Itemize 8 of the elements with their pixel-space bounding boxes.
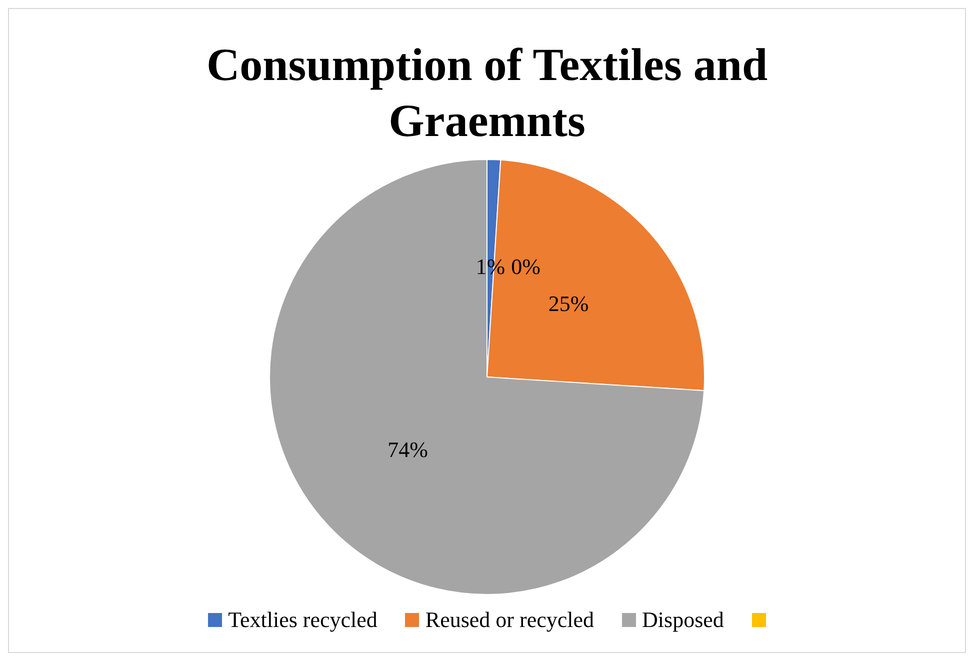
data-label: 1% (476, 254, 506, 280)
legend-label: Textlies recycled (228, 607, 378, 633)
data-label: 25% (548, 290, 589, 316)
data-label: 74% (388, 437, 428, 462)
legend-label: Disposed (642, 607, 724, 633)
chart-title: Consumption of Textiles and Graemnts (205, 38, 769, 148)
text: 0% (511, 254, 540, 280)
legend-label: Reused or recycled (425, 607, 594, 633)
